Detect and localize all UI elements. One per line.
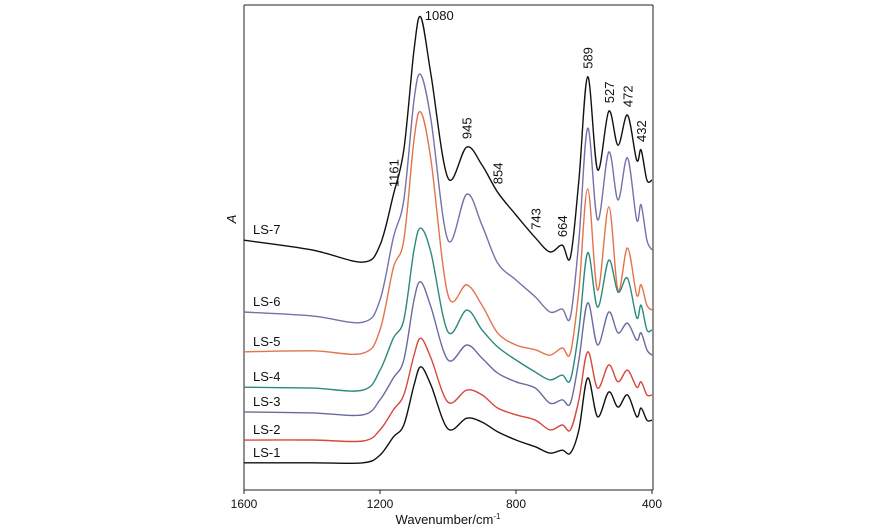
series-line-ls-5 (243, 110, 653, 358)
series-label: LS-7 (253, 222, 280, 237)
peak-annotation: 1161 (386, 159, 401, 187)
peak-annotation: 1080 (425, 8, 454, 23)
series-line-ls-3 (243, 281, 653, 417)
series-label: LS-5 (253, 334, 280, 349)
x-tick-label: 1200 (367, 497, 394, 511)
series-label: LS-1 (253, 445, 280, 460)
plot-frame (243, 4, 654, 491)
x-tick-label: 400 (642, 497, 662, 511)
series-line-ls-4 (243, 227, 653, 392)
series-label: LS-6 (253, 294, 280, 309)
peak-annotations: 1080 1161 945 854 743 664 589 527 472 432 (386, 8, 649, 237)
series-label: LS-2 (253, 422, 280, 437)
x-tick-label: 800 (506, 497, 526, 511)
x-ticks: 1600 1200 800 400 (231, 490, 662, 511)
peak-annotation: 664 (555, 215, 570, 237)
series-line-ls-6 (243, 73, 653, 324)
peak-annotation: 945 (460, 117, 475, 139)
y-axis-label: A (224, 215, 239, 225)
x-axis-label: Wavenumber/cm-1 (396, 512, 501, 527)
series-line-ls-2 (243, 337, 653, 443)
peak-annotation: 743 (528, 208, 543, 230)
series-label: LS-4 (253, 369, 280, 384)
peak-annotation: 589 (581, 47, 596, 69)
peak-annotation: 472 (621, 85, 636, 107)
series-line-ls-1 (243, 366, 653, 465)
peak-annotation: 527 (602, 82, 617, 104)
peak-annotation: 432 (634, 120, 649, 142)
series-label: LS-3 (253, 394, 280, 409)
x-tick-label: 1600 (231, 497, 258, 511)
peak-annotation: 854 (491, 163, 506, 185)
series-labels: LS-7 LS-6 LS-5 LS-4 LS-3 LS-2 LS-1 (253, 222, 280, 460)
series-group (243, 15, 653, 465)
series-line-ls-7 (243, 15, 653, 263)
